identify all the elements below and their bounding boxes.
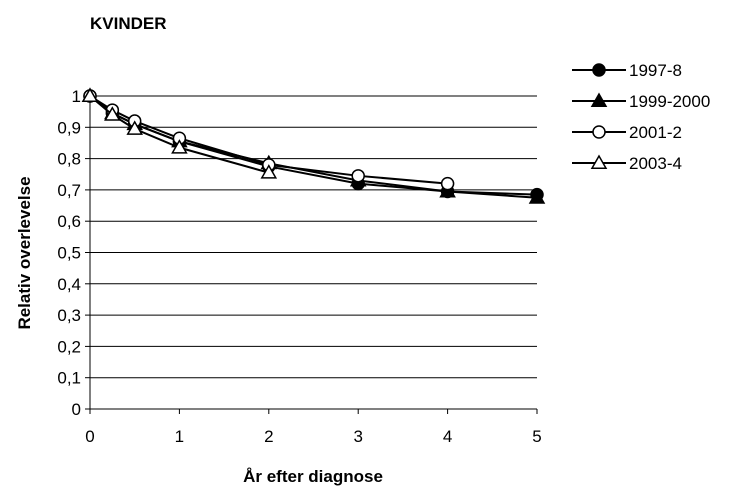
legend-label: 1997-8 [629,61,682,80]
series-2003-4 [81,87,278,179]
legend-label: 2003-4 [629,154,682,173]
data-point [440,176,455,191]
data-point [528,189,546,204]
legend-marker [590,154,608,169]
series-1999-2000 [81,87,546,204]
x-tick-label: 1 [175,427,184,446]
data-point [171,139,188,154]
y-tick-label: 0,7 [57,181,81,200]
x-tick-label: 4 [443,427,452,446]
chart-title: KVINDER [90,14,167,33]
y-tick-label: 0,5 [57,244,81,263]
y-tick-label: 1 [72,87,81,106]
data-point [351,169,365,183]
x-tick-label: 0 [85,427,94,446]
legend-marker [592,125,606,139]
x-tick-label: 2 [264,427,273,446]
y-tick-label: 0,8 [57,150,81,169]
x-tick-label: 3 [353,427,362,446]
series-line [89,95,538,196]
data-point [81,87,99,102]
legend-label: 1999-2000 [629,92,710,111]
y-tick-label: 0 [72,400,81,419]
data-point [439,182,456,198]
data-point [104,106,121,121]
data-point [126,120,143,135]
legend-marker [592,63,606,77]
x-tick-label: 5 [532,427,541,446]
y-tick-label: 0,3 [57,306,81,325]
series-line [89,95,538,199]
series-1997-8 [83,89,544,202]
legend-item: 2001-2 [572,123,682,142]
axes: 0 0,1 0,2 0,3 0,4 0,5 0,6 0,7 0,8 0,9 1 0 1 2 3 4 5 [57,87,541,446]
y-tick-label: 0,6 [57,212,81,231]
y-axis-title: Relativ overlevelse [15,176,34,329]
y-tick-label: 0,2 [57,337,81,356]
y-tick-label: 0,9 [57,118,81,137]
legend-item: 2003-4 [572,154,682,173]
legend: 1997-8 1999-2000 2001-2 2003-4 [572,61,710,173]
series-group [81,87,546,204]
legend-label: 2001-2 [629,123,682,142]
legend-marker [590,92,608,107]
y-tick-label: 0,4 [57,275,81,294]
legend-item: 1999-2000 [572,92,710,111]
x-axis-title: År efter diagnose [243,467,383,486]
legend-item: 1997-8 [572,61,682,80]
data-point [260,164,278,179]
y-tick-label: 0,1 [57,369,81,388]
gridlines [90,95,537,379]
